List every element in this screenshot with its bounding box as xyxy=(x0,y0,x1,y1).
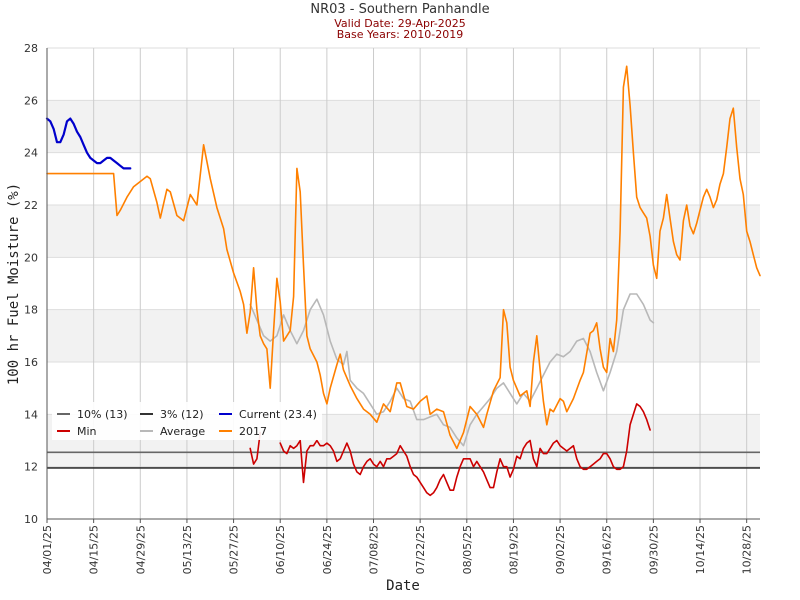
y-tick-label: 12 xyxy=(24,461,38,474)
legend-label: 10% (13) xyxy=(77,408,128,421)
series-line-min xyxy=(249,431,262,465)
series-line-current-23-4 xyxy=(45,117,132,170)
y-tick-label: 16 xyxy=(24,356,38,369)
legend-label: Min xyxy=(77,425,97,438)
background-band xyxy=(47,100,760,153)
x-tick-label: 10/28/25 xyxy=(741,525,754,574)
legend-box xyxy=(52,402,322,440)
chart-valid-date: Valid Date: 29-Apr-2025 xyxy=(334,17,466,30)
x-tick-label: 08/19/25 xyxy=(507,525,520,574)
series-line-min xyxy=(279,403,651,497)
x-tick-label: 10/14/25 xyxy=(694,525,707,574)
background-band xyxy=(47,205,760,258)
x-tick-label: 09/16/25 xyxy=(601,525,614,574)
y-tick-label: 22 xyxy=(24,199,38,212)
x-tick-label: 07/08/25 xyxy=(368,525,381,574)
legend-label: 3% (12) xyxy=(160,408,204,421)
x-tick-label: 06/10/25 xyxy=(274,525,287,574)
x-axis-title: Date xyxy=(386,578,420,594)
x-tick-label: 08/05/25 xyxy=(461,525,474,574)
x-tick-label: 05/13/25 xyxy=(181,525,194,574)
x-tick-label: 04/29/25 xyxy=(134,525,147,574)
background-bands xyxy=(47,48,760,519)
y-tick-labels: 10 12 14 16 18 20 22 24 26 28 xyxy=(24,42,38,526)
y-tick-label: 24 xyxy=(24,147,38,160)
x-tick-labels: 04/01/25 04/15/25 04/29/25 05/13/25 05/27/25… xyxy=(41,519,754,574)
legend: 10% (13) 3% (12) Current (23.4) Min Average 2… xyxy=(52,402,322,440)
axes xyxy=(46,48,760,520)
background-band xyxy=(47,309,760,362)
chart-title: NR03 - Southern Panhandle xyxy=(310,2,490,17)
y-tick-label: 14 xyxy=(24,408,38,421)
y-tick-label: 18 xyxy=(24,304,38,317)
x-tick-label: 09/02/25 xyxy=(554,525,567,574)
series-line-2017 xyxy=(46,65,761,450)
legend-label: Current (23.4) xyxy=(239,408,317,421)
y-tick-label: 20 xyxy=(24,251,38,264)
x-tick-label: 09/30/25 xyxy=(647,525,660,574)
series-lines xyxy=(45,65,761,497)
x-tick-label: 04/15/25 xyxy=(88,525,101,574)
x-tick-label: 06/24/25 xyxy=(321,525,334,574)
chart-base-years: Base Years: 2010-2019 xyxy=(336,28,464,41)
y-tick-label: 28 xyxy=(24,42,38,55)
chart-titles: NR03 - Southern Panhandle Valid Date: 29… xyxy=(0,2,800,40)
x-tick-label: 04/01/25 xyxy=(41,525,54,574)
x-tick-label: 07/22/25 xyxy=(414,525,427,574)
y-tick-label: 26 xyxy=(24,94,38,107)
x-tick-label: 05/27/25 xyxy=(228,525,241,574)
y-axis-title: 100 hr Fuel Moisture (%) xyxy=(6,183,22,385)
y-tick-label: 10 xyxy=(24,513,38,526)
legend-label: 2017 xyxy=(239,425,267,438)
legend-label: Average xyxy=(160,425,205,438)
